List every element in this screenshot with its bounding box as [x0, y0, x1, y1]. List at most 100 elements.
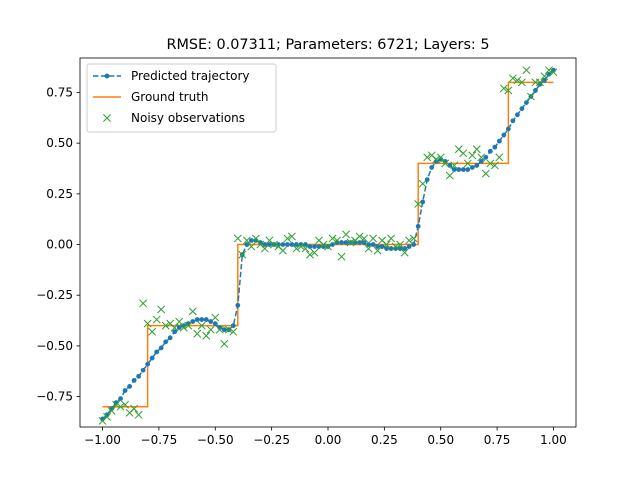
legend-label-ground-truth: Ground truth — [131, 90, 209, 104]
noisy-observation-marker — [499, 84, 508, 93]
predicted-point — [487, 148, 493, 154]
noisy-observation-marker — [459, 149, 468, 158]
noisy-observation-marker — [450, 161, 459, 170]
predicted-point — [307, 244, 313, 249]
predicted-point — [375, 244, 380, 249]
noisy-observation-marker — [278, 246, 287, 255]
x-tick-label: −0.25 — [253, 433, 290, 447]
predicted-point — [316, 244, 322, 249]
noisy-observation-marker — [188, 307, 197, 316]
noisy-observation-marker — [152, 315, 161, 324]
noisy-observation-marker — [215, 325, 224, 334]
noisy-observation-marker — [157, 305, 166, 314]
predicted-point — [483, 154, 489, 160]
predicted-point — [492, 144, 498, 150]
noisy-observation-marker — [296, 242, 305, 251]
noisy-observation-marker — [333, 236, 341, 245]
predicted-point — [533, 88, 538, 93]
noisy-observation-marker — [328, 234, 337, 243]
noisy-observation-marker — [423, 153, 432, 162]
predicted-point — [460, 167, 466, 172]
predicted-point — [343, 240, 349, 245]
predicted-point — [199, 317, 205, 322]
noisy-observation-marker — [224, 325, 233, 334]
noisy-observation-marker — [441, 159, 450, 168]
noisy-observation-marker — [342, 230, 350, 239]
noisy-observation-marker — [283, 234, 292, 243]
predicted-point — [235, 302, 241, 308]
noisy-observation-marker — [382, 240, 391, 249]
predicted-point — [140, 367, 146, 373]
noisy-observation-marker — [387, 234, 396, 243]
x-tick-label: −0.50 — [197, 433, 234, 447]
noisy-observation-marker — [269, 240, 278, 249]
y-tick-label: −0.75 — [36, 390, 73, 404]
legend: Predicted trajectory Ground truth Noisy ob… — [86, 63, 277, 133]
noisy-observation-marker — [103, 412, 112, 421]
predicted-point — [248, 238, 254, 243]
noisy-observation-marker — [251, 234, 260, 243]
predicted-point — [176, 325, 182, 331]
noisy-observation-marker — [143, 319, 152, 328]
predicted-point — [339, 240, 344, 245]
predicted-point — [312, 244, 317, 249]
noisy-observation-marker — [463, 159, 472, 168]
legend-predicted-dot — [104, 73, 110, 79]
noisy-observation-marker — [238, 250, 247, 259]
noisy-observation-marker — [544, 66, 553, 75]
predicted-point — [501, 132, 507, 138]
predicted-point — [505, 126, 511, 132]
predicted-point — [451, 167, 457, 172]
noisy-observation-marker — [116, 402, 125, 411]
y-tick-label: 0.50 — [46, 136, 73, 150]
predicted-point — [285, 242, 290, 247]
noisy-observation-marker — [324, 242, 332, 251]
y-tick-label: −0.50 — [36, 339, 73, 353]
predicted-point — [519, 106, 525, 112]
x-tick-label: 0.25 — [371, 433, 398, 447]
y-tick-label: 0.00 — [46, 238, 73, 252]
predicted-point — [127, 384, 132, 389]
noisy-observation-marker — [522, 66, 531, 75]
noisy-observation-marker — [197, 321, 206, 330]
noisy-observation-marker — [337, 252, 346, 261]
predicted-point — [172, 329, 178, 335]
noisy-observation-marker — [364, 244, 373, 253]
legend-box — [86, 63, 277, 133]
noisy-observation-marker — [432, 155, 441, 164]
axes: −1.00 −0.75 −0.50 −0.25 0.00 0.25 0.50 0.75 1.00… — [36, 57, 577, 447]
predicted-point — [429, 165, 435, 170]
noisy-observation-marker — [260, 244, 269, 253]
x-tick-label: 0.00 — [315, 433, 342, 447]
predicted-point — [447, 163, 453, 168]
noisy-observation-marker — [206, 325, 215, 334]
noisy-observation-marker — [472, 145, 481, 154]
predicted-point — [478, 159, 484, 164]
x-tick-label: −0.75 — [141, 433, 178, 447]
noisy-observation-marker — [202, 331, 211, 340]
noisy-observation-marker — [148, 327, 157, 336]
predicted-point — [167, 335, 173, 341]
noisy-observation-marker — [418, 179, 427, 188]
predicted-point — [420, 199, 426, 205]
noisy-observation-marker — [319, 240, 328, 249]
y-tick-label: −0.25 — [36, 288, 73, 302]
predicted-point — [510, 118, 516, 124]
noisy-observation-marker — [409, 234, 418, 243]
noisy-observation-marker — [287, 232, 296, 241]
noisy-observation-marker — [490, 161, 499, 170]
predicted-point — [465, 167, 471, 172]
noisy-observation-marker — [504, 86, 513, 95]
predicted-point — [122, 388, 128, 393]
noisy-observation-marker — [373, 246, 382, 255]
y-tick-label: 0.25 — [46, 187, 73, 201]
noisy-observation-marker — [306, 250, 314, 259]
x-tick-label: −1.00 — [84, 433, 121, 447]
predicted-point — [154, 349, 160, 355]
noisy-observation-marker — [477, 153, 486, 162]
noisy-observation-marker — [517, 78, 526, 87]
chart-title: RMSE: 0.07311; Parameters: 6721; Layers:… — [166, 37, 489, 53]
noisy-observation-marker — [508, 74, 517, 83]
predicted-point — [280, 242, 286, 247]
predicted-point — [158, 345, 164, 351]
